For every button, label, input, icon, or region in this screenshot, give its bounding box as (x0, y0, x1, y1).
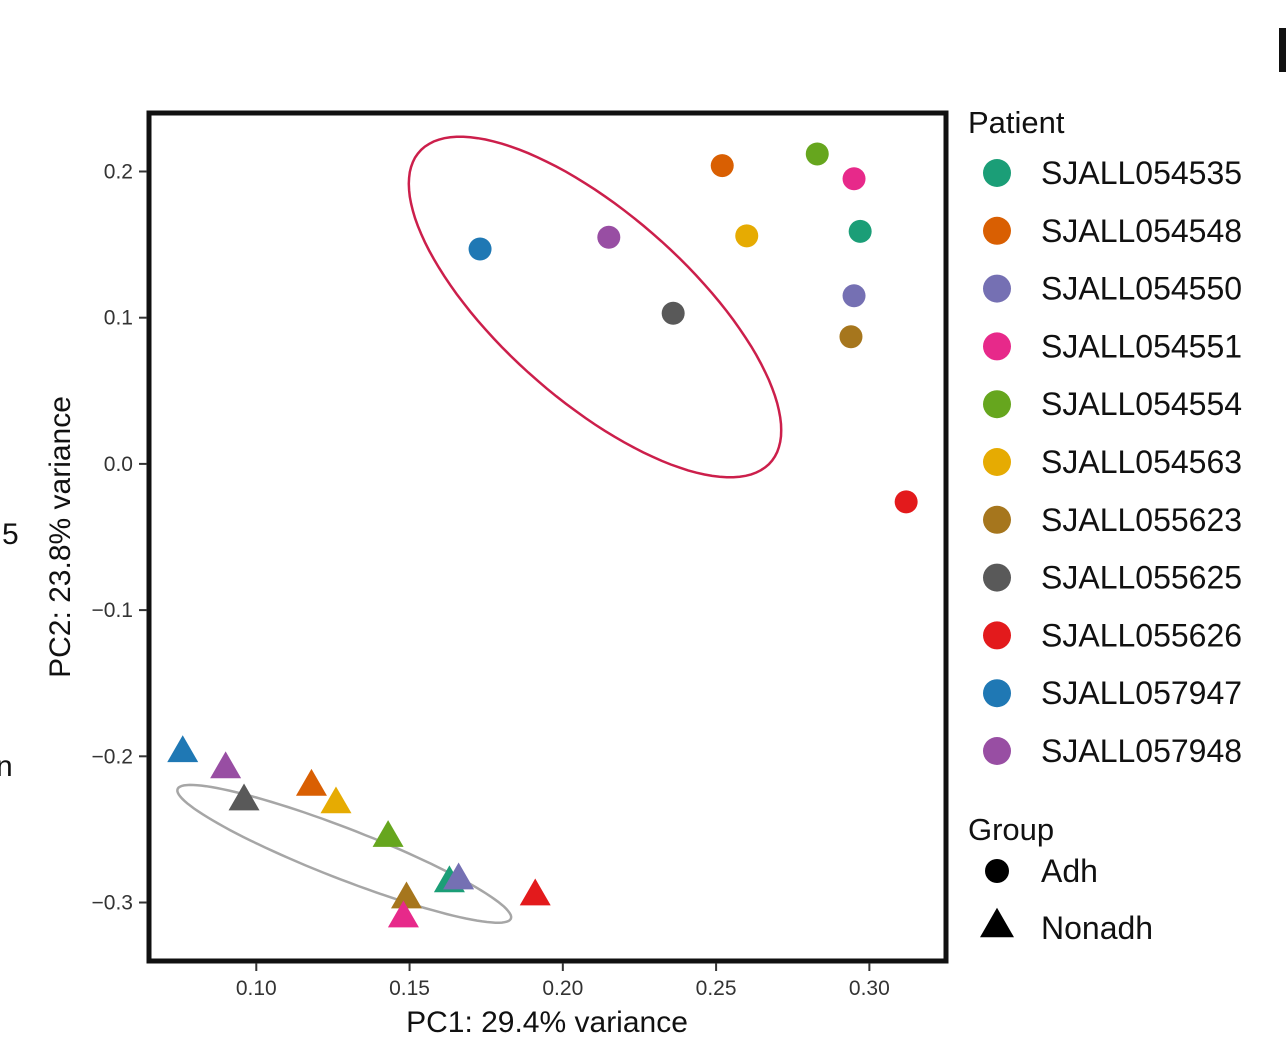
point-SJALL054563-nonadh (320, 786, 352, 814)
point-SJALL057948-adh (597, 225, 621, 249)
y-tick-label: 0.0 (104, 453, 133, 476)
y-tick-label: −0.3 (92, 892, 133, 915)
legend-key-SJALL055623 (983, 505, 1011, 534)
point-layer (167, 142, 918, 928)
legend-patient-title: Patient (968, 105, 1065, 140)
legend-label-SJALL054551: SJALL054551 (1041, 328, 1242, 364)
legend-label-SJALL054563: SJALL054563 (1041, 444, 1242, 480)
x-tick-label: 0.15 (389, 977, 430, 1000)
y-tick-label: 0.1 (104, 307, 133, 330)
x-tick-label: 0.10 (236, 977, 277, 1000)
y-axis-title: PC2: 23.8% variance (44, 396, 77, 678)
x-tick-label: 0.25 (696, 977, 737, 1000)
edge-fragment-5: 5 (2, 518, 19, 551)
legend-patient-entries: SJALL054535 SJALL054548 SJALL054550 SJALL05… (983, 155, 1242, 769)
legend: Patient SJALL054535 SJALL054548 SJALL05455… (968, 105, 1242, 946)
legend-key-SJALL055626 (983, 621, 1011, 650)
legend-key-SJALL054550 (983, 274, 1011, 303)
point-SJALL054551-adh (842, 167, 866, 191)
y-tick-label: −0.1 (92, 599, 133, 622)
legend-key-SJALL054548 (983, 216, 1011, 245)
legend-label-SJALL055625: SJALL055625 (1041, 560, 1242, 596)
legend-key-SJALL054551 (983, 332, 1011, 361)
point-SJALL055625-adh (661, 301, 685, 325)
edge-fragment-bar (1279, 28, 1286, 72)
point-SJALL054548-nonadh (295, 768, 327, 796)
legend-key-SJALL057947 (983, 679, 1011, 708)
point-SJALL054554-nonadh (372, 820, 404, 847)
point-SJALL055623-nonadh (390, 881, 422, 909)
legend-key-nonadh (980, 907, 1014, 938)
legend-label-SJALL057947: SJALL057947 (1041, 675, 1242, 711)
plot-panel-border (146, 110, 949, 964)
y-tick-label: 0.2 (104, 160, 133, 183)
legend-key-SJALL055625 (983, 563, 1011, 592)
point-SJALL054551-nonadh (387, 900, 419, 928)
legend-label-SJALL054550: SJALL054550 (1041, 271, 1242, 307)
point-SJALL054563-adh (735, 224, 759, 248)
legend-label-SJALL054554: SJALL054554 (1041, 386, 1242, 422)
point-SJALL055625-nonadh (228, 783, 260, 811)
legend-label-SJALL054535: SJALL054535 (1041, 155, 1242, 191)
ellipse-adh (407, 135, 783, 479)
y-tick-label: −0.2 (92, 745, 133, 768)
legend-key-SJALL057948 (983, 737, 1011, 765)
legend-key-adh (985, 859, 1009, 883)
x-axis-title: PC1: 29.4% variance (406, 1006, 688, 1039)
legend-label-SJALL057948: SJALL057948 (1041, 733, 1242, 769)
point-SJALL054550-adh (842, 284, 866, 308)
point-SJALL054550-nonadh (443, 862, 475, 890)
point-SJALL055626-nonadh (519, 878, 551, 906)
legend-group-title: Group (968, 812, 1054, 847)
legend-label-SJALL055623: SJALL055623 (1041, 502, 1242, 538)
edge-fragment-n: n (0, 750, 13, 783)
point-SJALL054554-adh (805, 142, 829, 166)
point-SJALL055623-adh (839, 325, 863, 349)
point-SJALL054535-adh (848, 219, 872, 243)
legend-key-SJALL054563 (983, 448, 1011, 476)
point-SJALL055626-adh (894, 490, 918, 514)
x-tick-label: 0.20 (542, 977, 583, 1000)
point-SJALL057947-adh (468, 237, 492, 261)
legend-group-entries: Adh Nonadh (980, 853, 1153, 946)
point-SJALL057947-nonadh (167, 735, 199, 763)
legend-key-SJALL054535 (983, 159, 1011, 187)
x-tick-label: 0.30 (849, 977, 890, 1000)
point-SJALL054548-adh (710, 154, 734, 178)
legend-key-SJALL054554 (983, 390, 1011, 419)
point-SJALL057948-nonadh (210, 751, 242, 779)
legend-label-nonadh: Nonadh (1041, 910, 1153, 946)
legend-label-adh: Adh (1041, 853, 1098, 889)
legend-label-SJALL054548: SJALL054548 (1041, 213, 1242, 249)
x-axis: 0.10 0.15 0.20 0.25 0.30 (236, 963, 890, 1000)
legend-label-SJALL055626: SJALL055626 (1041, 617, 1242, 653)
y-axis: 0.2 0.1 0.0 −0.1 −0.2 −0.3 (92, 160, 147, 915)
